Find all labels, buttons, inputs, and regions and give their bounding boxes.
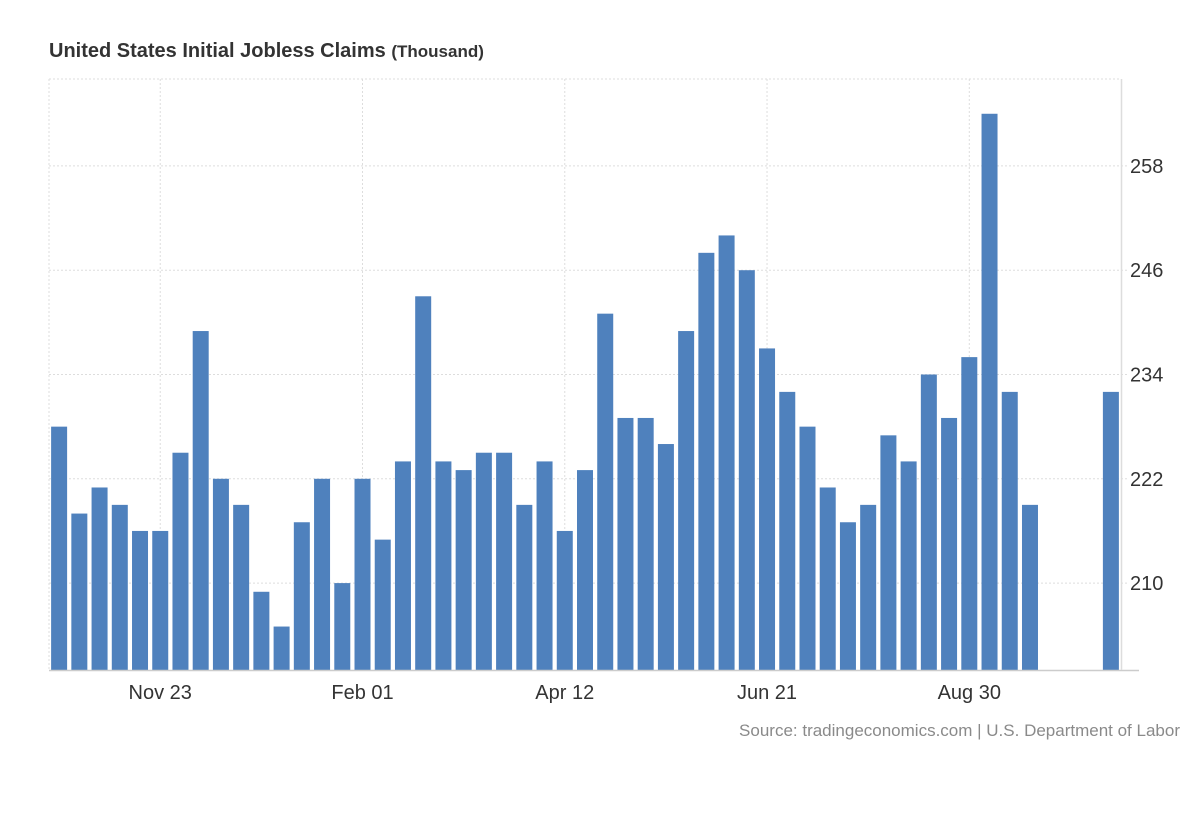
bar	[394, 461, 411, 670]
bar	[981, 113, 998, 670]
bar	[617, 417, 634, 670]
bar	[1102, 391, 1119, 670]
y-tick-label: 210	[1130, 573, 1163, 595]
bar	[738, 270, 755, 670]
x-tick-label: Apr 12	[535, 682, 594, 704]
bar	[597, 313, 614, 670]
bar	[839, 522, 856, 670]
bar	[860, 504, 877, 670]
x-tick-label: Feb 01	[331, 682, 393, 704]
bar	[1021, 504, 1038, 670]
bar	[253, 591, 270, 670]
bar	[556, 530, 573, 670]
bar	[880, 435, 897, 670]
bar	[172, 452, 189, 670]
bar	[678, 331, 695, 670]
bar	[920, 374, 937, 670]
bar	[941, 417, 958, 670]
bar	[132, 530, 149, 670]
x-tick-label: Aug 30	[938, 682, 1001, 704]
bar	[1001, 391, 1018, 670]
x-tick-label: Jun 21	[737, 682, 797, 704]
bar	[354, 478, 371, 670]
bar	[152, 530, 169, 670]
bar	[496, 452, 513, 670]
bar	[293, 522, 310, 670]
y-tick-label: 258	[1130, 156, 1163, 178]
bar	[71, 513, 88, 670]
source-note: Source: tradingeconomics.com | U.S. Depa…	[739, 721, 1180, 740]
title-text: United States Initial Jobless Claims	[49, 40, 386, 62]
bar	[759, 348, 776, 670]
bar	[334, 583, 351, 670]
bar	[415, 296, 432, 670]
bar	[577, 470, 593, 670]
x-tick-label: Nov 23	[129, 682, 192, 704]
bar	[819, 487, 836, 670]
bar	[91, 487, 108, 670]
bar	[637, 417, 654, 670]
bar	[192, 331, 209, 670]
bar	[961, 357, 978, 670]
chart-title: United States Initial Jobless Claims (Th…	[49, 40, 484, 63]
bar	[900, 461, 917, 670]
bar	[51, 426, 68, 670]
bar	[111, 504, 128, 670]
bar	[455, 470, 472, 670]
bar	[233, 504, 250, 670]
bar	[435, 461, 452, 670]
bar	[475, 452, 492, 670]
bar	[374, 539, 391, 670]
bar	[779, 391, 796, 670]
bar	[718, 235, 735, 671]
y-tick-label: 234	[1130, 365, 1163, 387]
bar	[799, 426, 816, 670]
y-tick-label: 246	[1130, 260, 1163, 282]
bar	[273, 626, 290, 670]
bar	[698, 252, 715, 670]
title-unit: (Thousand)	[391, 42, 484, 61]
bar	[657, 444, 674, 670]
bar	[516, 504, 533, 670]
y-tick-label: 222	[1130, 469, 1163, 491]
bar	[314, 478, 331, 670]
bar	[212, 478, 229, 670]
bar	[536, 461, 553, 670]
